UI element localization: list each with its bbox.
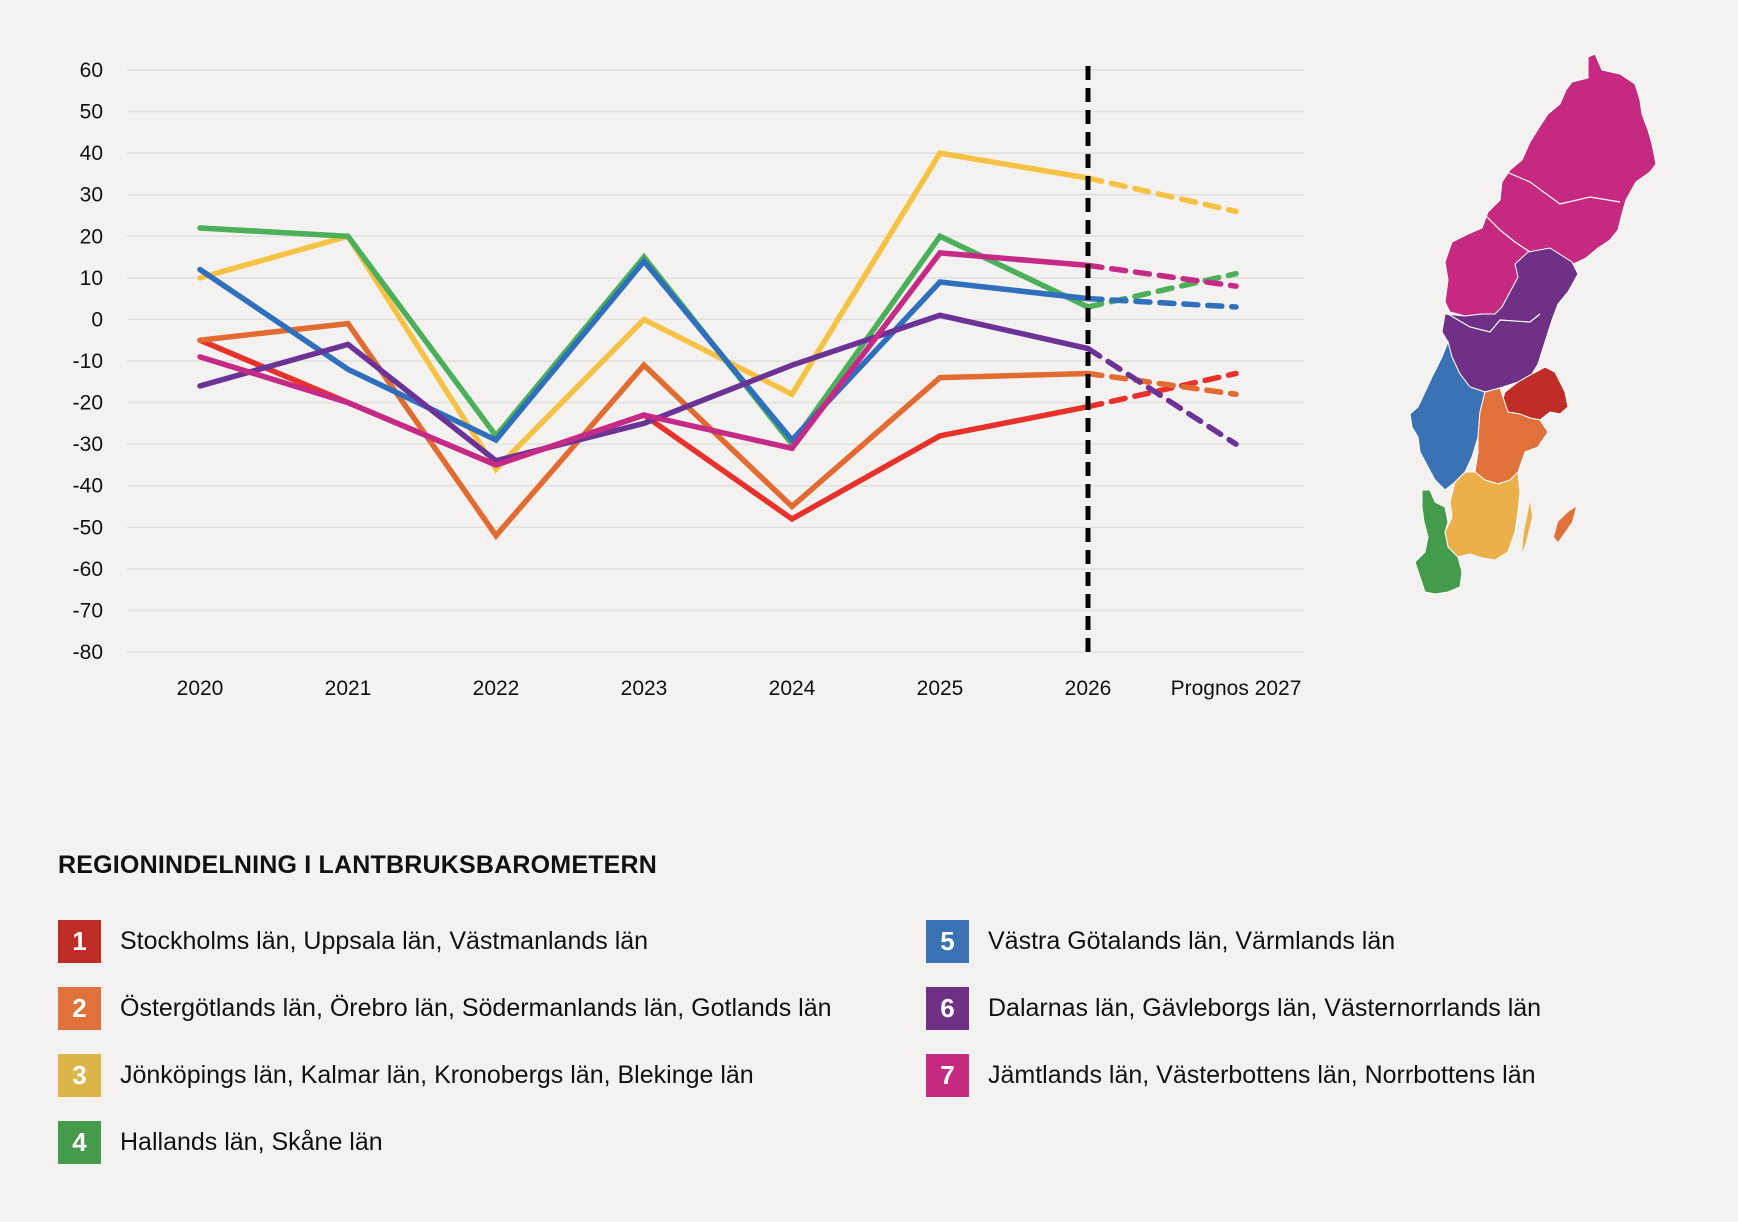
line-chart: 60 50 40 30 20 10 0 -10 -20 -30 -40 -50 -60 -70 -80 20…: [73, 59, 1304, 700]
y-tick-label: -70: [73, 599, 103, 622]
series-line-forecast: [1085, 370, 1239, 410]
y-tick-label: -30: [73, 433, 103, 456]
series-5: [197, 256, 1239, 445]
y-tick-label: 10: [80, 267, 103, 290]
series-line-actual: [197, 320, 1091, 541]
y-tick-label: -50: [73, 516, 103, 539]
legend-swatch: 1: [58, 920, 101, 963]
y-tick-label: 0: [91, 308, 103, 331]
legend-label: Stockholms län, Uppsala län, Västmanland…: [120, 927, 649, 955]
series-line-forecast: [1085, 175, 1239, 215]
series-line-actual: [197, 312, 1091, 464]
legend-item-6: 6 Dalarnas län, Gävleborgs län, Västernor…: [926, 987, 1541, 1030]
legend-item-5: 5 Västra Götalands län, Värmlands län: [926, 920, 1395, 963]
map-region-4: [1414, 489, 1463, 595]
series-line-forecast: [1085, 370, 1239, 398]
map-border: [1501, 169, 1621, 205]
legend-label: Västra Götalands län, Värmlands län: [988, 927, 1396, 955]
legend-item-1: 1 Stockholms län, Uppsala län, Västmanlan…: [58, 920, 648, 963]
legend-item-3: 3 Jönköpings län, Kalmar län, Kronobergs …: [58, 1054, 754, 1097]
legend-title: REGIONINDELNING I LANTBRUKSBAROMETERN: [58, 851, 658, 879]
map-border: [1481, 211, 1531, 253]
series-7: [197, 250, 1239, 468]
y-tick-label: -10: [73, 350, 103, 373]
map-region-5: [1409, 340, 1486, 491]
series-6: [197, 312, 1239, 464]
legend-label: Östergötlands län, Örebro län, Södermanl…: [120, 994, 832, 1022]
y-axis-ticks: 60 50 40 30 20 10 0 -10 -20 -30 -40 -50 -60 -70 -80: [73, 59, 103, 664]
series-line-actual: [197, 250, 1091, 468]
series-2: [197, 320, 1239, 541]
legend-swatch: 3: [58, 1054, 101, 1097]
legend-label: Jämtlands län, Västerbottens län, Norrbo…: [988, 1061, 1536, 1089]
legend-swatch: 7: [926, 1054, 969, 1097]
x-tick-label: 2023: [621, 677, 668, 700]
gridlines: [127, 69, 1304, 653]
legend-swatch: 6: [926, 987, 969, 1030]
y-tick-label: 40: [80, 142, 103, 165]
map-region-2-gotland: [1554, 507, 1576, 542]
y-tick-label: 20: [80, 225, 103, 248]
series-line-forecast: [1085, 295, 1239, 310]
map-region-2: [1474, 387, 1549, 485]
map-region-3: [1444, 470, 1521, 561]
legend-label: Dalarnas län, Gävleborgs län, Västernorr…: [988, 994, 1542, 1022]
legend-item-7: 7 Jämtlands län, Västerbottens län, Norrb…: [926, 1054, 1536, 1097]
y-tick-label: -60: [73, 558, 103, 581]
legend-label: Hallands län, Skåne län: [120, 1128, 383, 1156]
series-line-forecast: [1085, 262, 1239, 289]
x-tick-label: 2021: [325, 677, 372, 700]
y-tick-label: -40: [73, 475, 103, 498]
y-tick-label: -80: [73, 641, 103, 664]
series-line-forecast: [1085, 345, 1239, 447]
series-lines: [197, 150, 1239, 541]
legend-item-4: 4 Hallands län, Skåne län: [58, 1121, 383, 1164]
x-tick-label: 2026: [1065, 677, 1112, 700]
x-tick-label: 2020: [177, 677, 224, 700]
map-region-3-oland: [1522, 502, 1532, 552]
x-axis-ticks: 2020 2021 2022 2023 2024 2025 2026 Prognos 2027: [177, 677, 1302, 700]
legend-swatch: 5: [926, 920, 969, 963]
legend-swatch: 2: [58, 987, 101, 1030]
x-tick-label: Prognos 2027: [1171, 677, 1302, 700]
y-tick-label: 30: [80, 184, 103, 207]
x-tick-label: 2024: [769, 677, 816, 700]
x-tick-label: 2022: [473, 677, 520, 700]
x-tick-label: 2025: [917, 677, 964, 700]
sweden-region-map: [1409, 53, 1657, 595]
y-tick-label: 60: [80, 59, 103, 82]
map-border: [1447, 313, 1541, 333]
legend-label: Jönköpings län, Kalmar län, Kronobergs l…: [120, 1061, 754, 1089]
y-tick-label: -20: [73, 392, 103, 415]
series-line-actual: [197, 256, 1091, 445]
y-tick-label: 50: [80, 101, 103, 124]
series-3: [197, 150, 1239, 474]
legend-item-2: 2 Östergötlands län, Örebro län, Söderman…: [58, 987, 832, 1030]
legend-swatch: 4: [58, 1121, 101, 1164]
